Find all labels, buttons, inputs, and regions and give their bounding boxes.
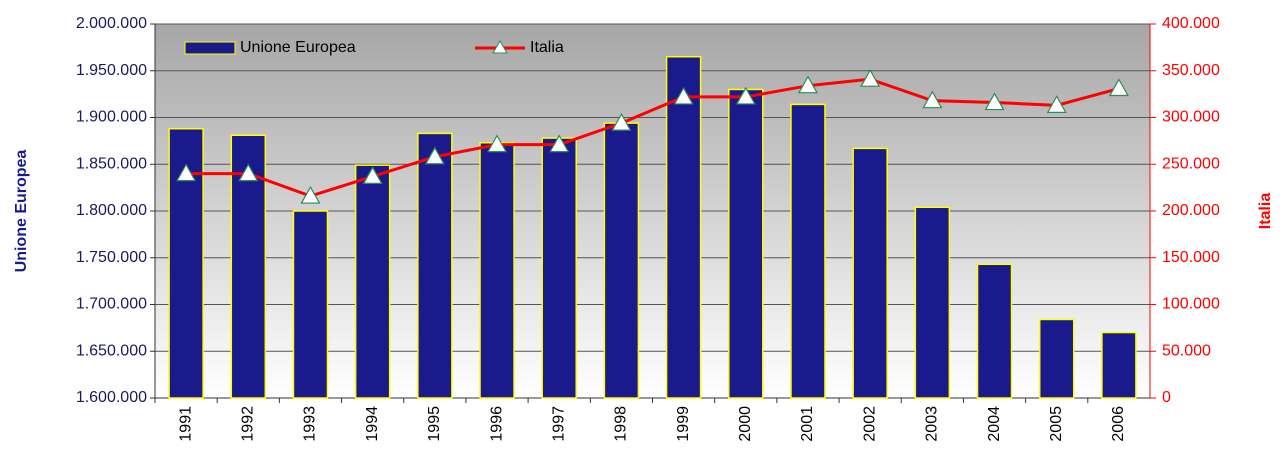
y2-tick-label: 150.000 xyxy=(1162,249,1220,266)
x-tick-label: 2005 xyxy=(1048,406,1065,442)
bar xyxy=(603,122,640,399)
x-tick-label: 2004 xyxy=(986,406,1003,442)
legend-marker xyxy=(492,40,508,54)
bar xyxy=(1101,331,1137,399)
y-axis-label: Unione Europea xyxy=(13,150,30,273)
x-tick-label: 1992 xyxy=(240,406,257,442)
y-tick-label: 1.600.000 xyxy=(76,389,147,406)
line-marker xyxy=(735,86,756,105)
x-tick-label: 1993 xyxy=(302,406,319,442)
x-tick-label: 1991 xyxy=(177,406,194,442)
y-tick-label: 1.700.000 xyxy=(76,296,147,313)
bar xyxy=(417,132,453,399)
line-marker xyxy=(1108,78,1129,97)
bar xyxy=(292,210,329,399)
legend-swatch xyxy=(184,41,236,55)
line-marker xyxy=(487,134,508,153)
x-tick-label: 1994 xyxy=(364,406,381,442)
x-tick-label: 1997 xyxy=(550,406,567,442)
x-tick-label: 1999 xyxy=(675,406,692,442)
y-tick-label: 1.750.000 xyxy=(76,249,147,266)
line-marker xyxy=(797,75,818,94)
line-marker xyxy=(424,146,445,165)
y2-tick-label: 50.000 xyxy=(1162,342,1211,359)
line-marker xyxy=(300,185,321,204)
line xyxy=(186,77,1120,198)
y-tick-label: 1.650.000 xyxy=(76,342,147,359)
bar xyxy=(914,206,951,399)
legend-label: Unione Europea xyxy=(240,39,356,56)
line-marker xyxy=(176,163,197,182)
y2-tick-label: 350.000 xyxy=(1162,62,1220,79)
y-tick-label: 1.850.000 xyxy=(76,155,147,172)
bar xyxy=(479,141,515,399)
y-tick-label: 1.800.000 xyxy=(76,202,147,219)
line-marker xyxy=(984,92,1005,111)
y2-tick-label: 100.000 xyxy=(1162,296,1220,313)
line-marker xyxy=(549,134,570,153)
bar xyxy=(1038,318,1075,399)
x-tick-label: 2000 xyxy=(737,406,754,442)
line-marker xyxy=(362,166,383,185)
line-marker xyxy=(922,90,943,109)
x-tick-label: 1995 xyxy=(426,406,443,442)
x-tick-label: 2002 xyxy=(861,406,878,442)
y2-axis-label: Italia xyxy=(1257,193,1274,230)
y2-tick-label: 0 xyxy=(1162,389,1171,406)
bar xyxy=(728,88,764,399)
y2-tick-label: 400.000 xyxy=(1162,15,1220,32)
line-marker xyxy=(1046,95,1067,113)
y-tick-label: 2.000.000 xyxy=(76,15,147,32)
y-tick-label: 1.900.000 xyxy=(76,109,147,126)
y-tick-label: 1.950.000 xyxy=(76,62,147,79)
bar xyxy=(852,147,888,399)
y2-tick-label: 250.000 xyxy=(1162,155,1220,172)
x-tick-label: 1996 xyxy=(488,406,505,442)
bar xyxy=(665,55,702,399)
x-tick-label: 2003 xyxy=(924,406,941,442)
line-marker xyxy=(611,112,632,131)
line-marker xyxy=(860,68,881,87)
x-tick-label: 2001 xyxy=(799,406,816,442)
y2-tick-label: 200.000 xyxy=(1162,202,1220,219)
y2-tick-label: 300.000 xyxy=(1162,109,1220,126)
bar xyxy=(790,103,826,399)
bar xyxy=(976,263,1013,399)
x-tick-label: 2006 xyxy=(1110,406,1127,442)
bar xyxy=(354,164,391,399)
bar xyxy=(541,137,577,399)
line-marker xyxy=(238,163,259,182)
legend-label: Italia xyxy=(530,39,564,56)
x-tick-label: 1998 xyxy=(613,406,630,442)
line-marker xyxy=(673,86,694,105)
